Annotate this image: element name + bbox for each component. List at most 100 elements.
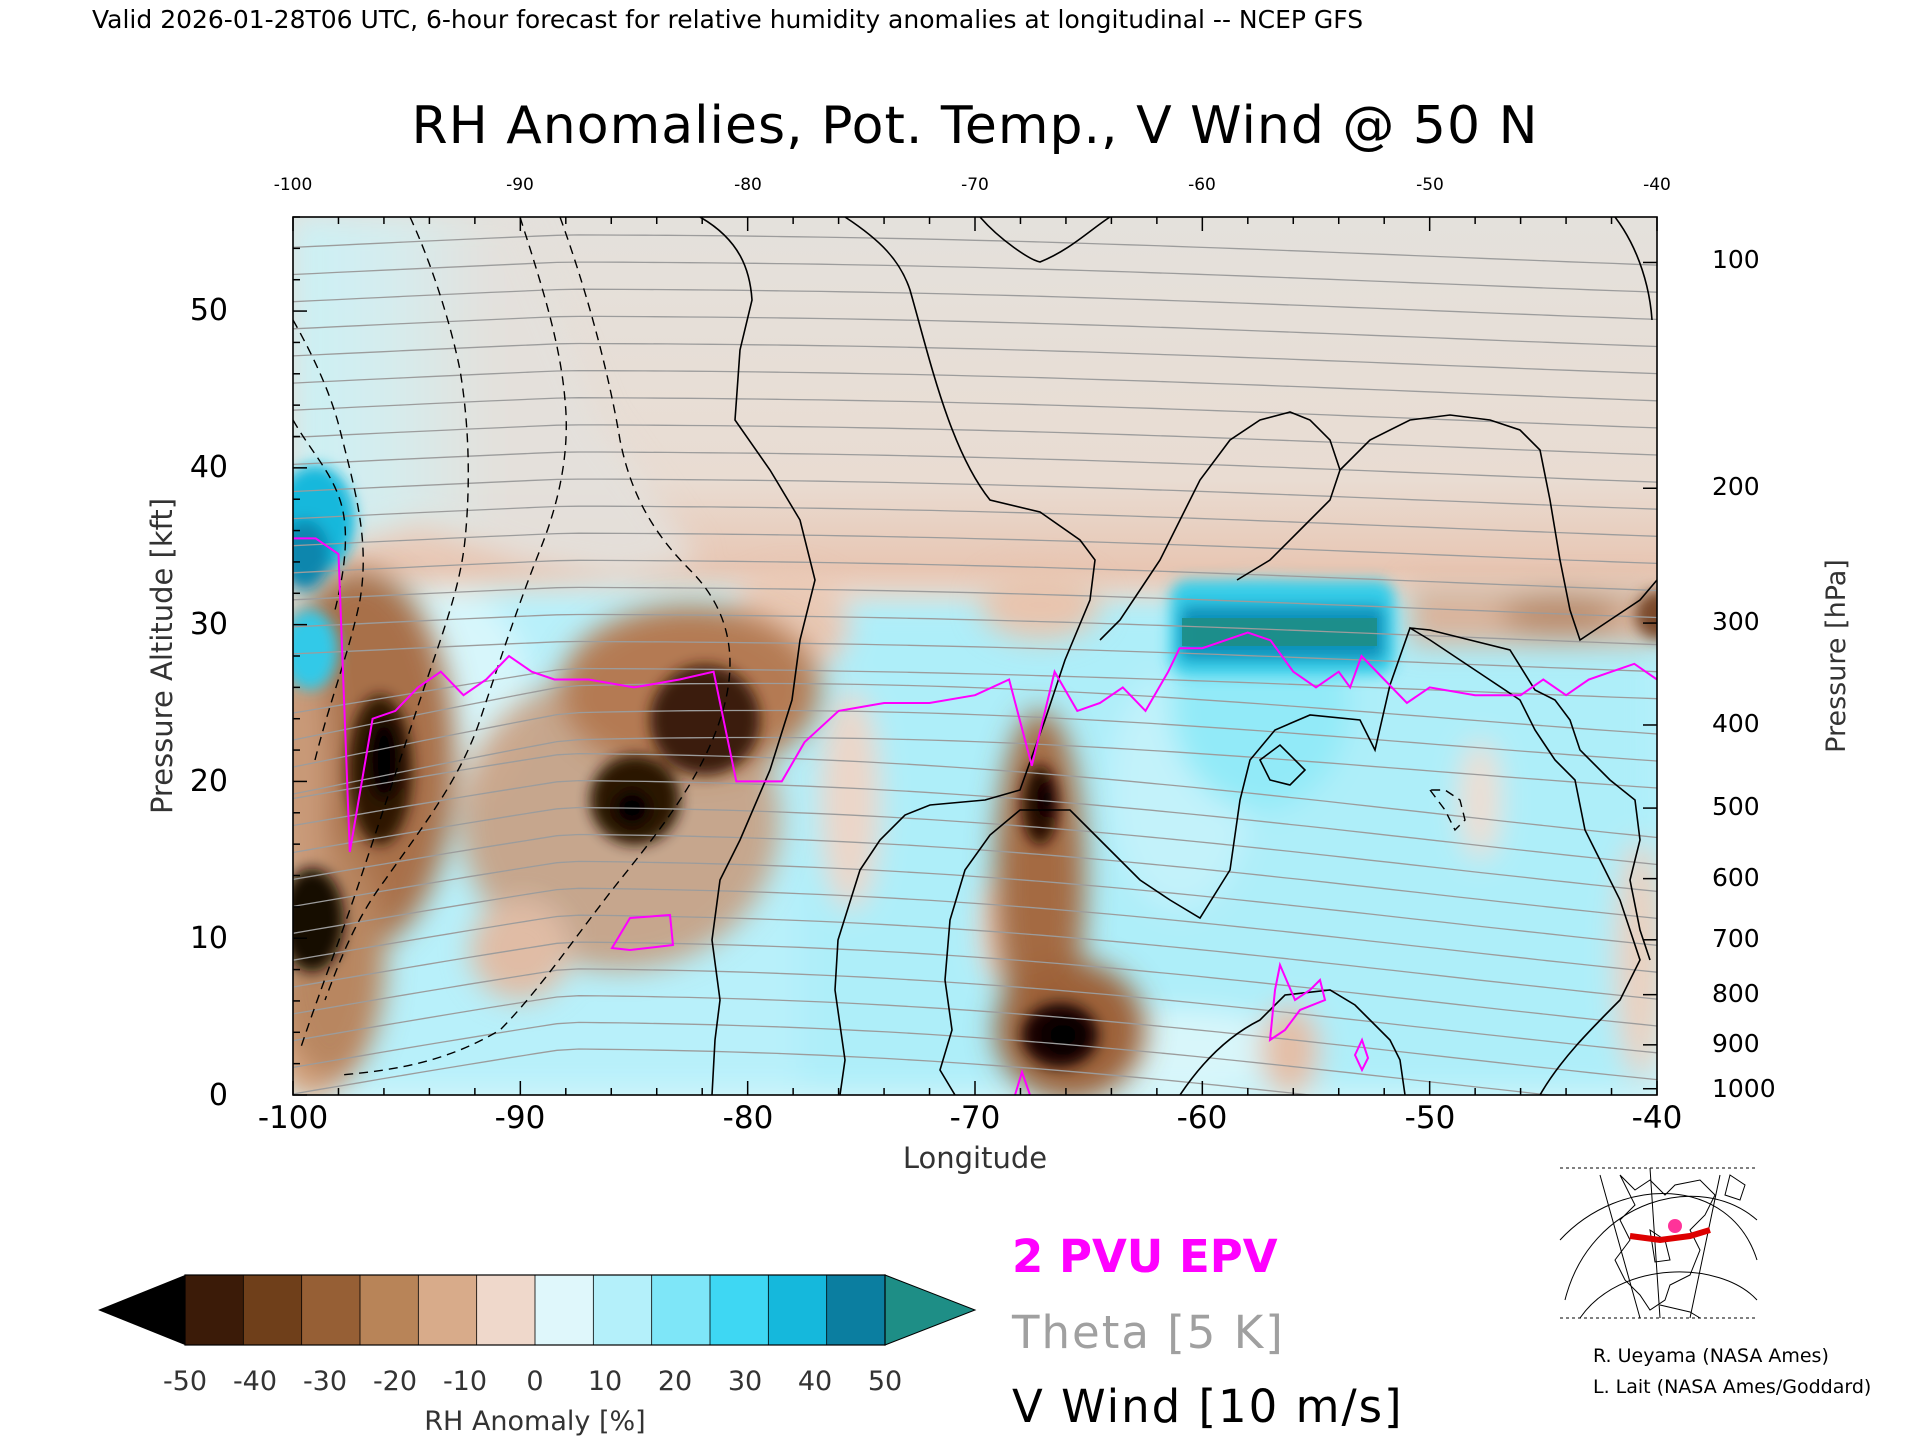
x-tick-label: -50 — [1405, 1100, 1456, 1136]
map-coastlines — [1659, 1304, 1701, 1319]
x-top-tick-label: -100 — [274, 175, 313, 195]
colorbar-segment — [301, 1274, 361, 1346]
colorbar-tick-label: 50 — [868, 1366, 902, 1397]
map-graticule — [1559, 1193, 1758, 1261]
colorbar-segment — [767, 1274, 828, 1346]
colorbar-segment — [651, 1274, 711, 1346]
pressure-tick-label: 200 — [1712, 472, 1760, 501]
pressure-tick-label: 700 — [1712, 924, 1760, 953]
credit-line-2: L. Lait (NASA Ames/Goddard) — [1593, 1376, 1871, 1398]
theta-isentrope — [293, 532, 1657, 565]
theta-isentrope — [293, 806, 1657, 893]
theta-isentrope — [293, 586, 1657, 619]
x-tick-label: -60 — [1177, 1100, 1228, 1136]
theta-isentrope — [293, 505, 1657, 537]
y-tick-label: 20 — [190, 764, 228, 799]
pressure-tick-label: 600 — [1712, 863, 1760, 892]
theta-isentrope — [293, 451, 1657, 483]
theta-isentrope — [293, 995, 1657, 1081]
theta-isentrope — [293, 342, 1657, 375]
theta-isentrope — [293, 1048, 1316, 1095]
theta-isentrope — [293, 640, 1657, 673]
map-graticule — [1579, 1271, 1758, 1319]
colorbar-under-arrow — [98, 1275, 185, 1345]
x-top-tick-label: -60 — [1188, 175, 1216, 195]
x-tick-label: -90 — [495, 1100, 546, 1136]
y-tick-label: 10 — [190, 921, 228, 956]
theta-isentrope — [293, 261, 1657, 293]
pressure-tick-label: 300 — [1712, 607, 1760, 636]
y-tick-label: 40 — [190, 450, 228, 485]
axis-ticks — [292, 216, 1658, 1096]
y-axis-label: Pressure Altitude [kft] — [145, 498, 179, 814]
theta-contours — [293, 234, 1657, 1095]
colorbar-tick-label: -30 — [303, 1366, 347, 1397]
map-cross-section-path — [1629, 1227, 1711, 1244]
theta-isentrope — [293, 478, 1657, 510]
theta-isentrope — [293, 779, 1657, 866]
colorbar-tick-label: -50 — [163, 1366, 207, 1397]
theta-isentrope — [293, 887, 1657, 973]
colorbar-tick-label: -10 — [443, 1366, 487, 1397]
colorbar-segment — [709, 1274, 770, 1346]
chart-title: RH Anomalies, Pot. Temp., V Wind @ 50 N — [411, 96, 1538, 156]
theta-isentrope — [293, 941, 1657, 1027]
colorbar-segment — [184, 1274, 245, 1346]
epv-2pvu-loop — [1353, 1037, 1370, 1073]
legend-theta: Theta [5 K] — [1011, 1306, 1285, 1359]
v-wind-negative-contours — [293, 217, 1466, 1076]
colorbar-tick-label: 40 — [798, 1366, 832, 1397]
theta-isentrope — [293, 736, 1657, 795]
theta-isentrope — [293, 613, 1657, 646]
v-wind-contours — [699, 217, 1657, 1095]
theta-isentrope — [293, 968, 1657, 1054]
theta-isentrope — [293, 860, 1657, 946]
map-graticule — [1564, 1195, 1758, 1301]
theta-isentrope — [293, 559, 1657, 592]
y-axis: 0 10 20 30 40 50 — [190, 293, 228, 1113]
colorbar-segment — [826, 1274, 886, 1346]
theta-isentrope — [293, 288, 1657, 321]
colorbar-label: RH Anomaly [%] — [424, 1406, 645, 1437]
pressure-axis: 100 200 300 400 500 600 700 800 900 1000 — [1712, 245, 1776, 1103]
theta-isentrope — [293, 914, 1657, 1000]
colorbar-segment — [417, 1274, 478, 1346]
theta-isentrope — [293, 315, 1657, 348]
x-top-tick-label: -80 — [734, 175, 762, 195]
colorbar-segments — [184, 1274, 886, 1346]
credits: R. Ueyama (NASA Ames) L. Lait (NASA Ames… — [1593, 1345, 1871, 1398]
colorbar-tick-label: -40 — [233, 1366, 277, 1397]
pressure-tick-label: 400 — [1712, 709, 1760, 738]
credit-line-1: R. Ueyama (NASA Ames) — [1593, 1345, 1829, 1367]
valid-time-header: Valid 2026-01-28T06 UTC, 6-hour forecast… — [92, 5, 1363, 34]
colorbar-segment — [242, 1274, 303, 1346]
colorbar-frame — [184, 1274, 886, 1346]
pressure-tick-label: 900 — [1712, 1029, 1760, 1058]
x-tick-label: -70 — [950, 1100, 1001, 1136]
theta-isentrope — [293, 709, 1657, 768]
legend-vwind: V Wind [10 m/s] — [1012, 1380, 1404, 1433]
colorbar-tick-label: 0 — [526, 1366, 543, 1397]
colorbar-segment — [359, 1274, 420, 1346]
colorbar-tick-label: 20 — [658, 1366, 692, 1397]
colorbar-over-arrow — [884, 1274, 977, 1346]
map-coastlines — [1614, 1174, 1716, 1311]
x-tick-label: -40 — [1632, 1100, 1683, 1136]
y-tick-label: 50 — [190, 293, 228, 328]
x-tick-label: -100 — [258, 1100, 328, 1136]
theta-isentrope — [293, 833, 1657, 920]
y-tick-label: 0 — [209, 1078, 228, 1113]
epv-2pvu-loop — [1014, 1068, 1031, 1095]
x-top-tick-label: -90 — [506, 175, 534, 195]
pressure-tick-label: 800 — [1712, 979, 1760, 1008]
x-top-tick-label: -40 — [1643, 175, 1671, 195]
theta-isentrope — [293, 667, 1657, 714]
map-graticule — [1599, 1167, 1721, 1319]
theta-isentrope — [293, 424, 1657, 456]
pressure-axis-label: Pressure [hPa] — [1821, 559, 1852, 753]
locator-map — [1559, 1167, 1758, 1319]
epv-2pvu-line — [293, 537, 1657, 853]
legend-epv: 2 PVU EPV — [1012, 1230, 1278, 1283]
x-axis: -100 -90 -80 -70 -60 -50 -40 — [258, 1100, 1683, 1136]
